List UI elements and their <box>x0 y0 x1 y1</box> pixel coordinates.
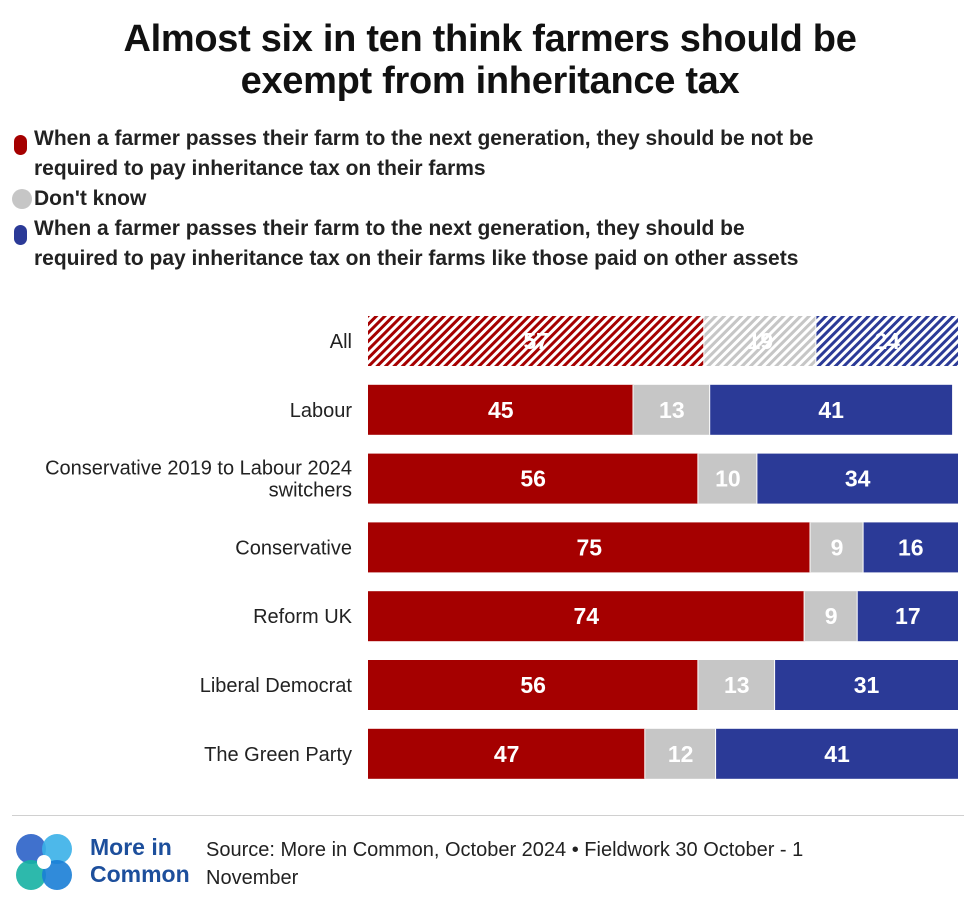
legend-swatch-grey <box>12 189 32 209</box>
bar-segment <box>716 728 958 779</box>
logo-circle-4 <box>42 860 72 890</box>
bar-segment <box>863 522 958 573</box>
category-label: Labour <box>290 400 353 422</box>
legend-item-not-required: When a farmer passes their farm to the n… <box>12 124 962 184</box>
bar-segment <box>857 591 958 642</box>
chart-title: Almost six in ten think farmers should b… <box>0 18 980 102</box>
data-label: 56 <box>520 466 546 492</box>
bar-segment <box>368 591 805 642</box>
bar-segment <box>810 522 864 573</box>
legend-swatch-red <box>14 135 27 155</box>
data-label: 10 <box>715 466 741 492</box>
data-label: 17 <box>895 603 921 629</box>
legend: When a farmer passes their farm to the n… <box>12 124 962 274</box>
data-label: 31 <box>854 672 880 698</box>
brand-line-2: Common <box>90 861 190 887</box>
bar-segment <box>816 316 958 366</box>
logo-circle-2 <box>42 834 72 864</box>
bar-segment <box>633 384 711 435</box>
legend-label-line-2: required to pay inheritance tax on their… <box>34 247 799 270</box>
bar-segment <box>368 453 699 504</box>
logo-circle-3 <box>16 860 46 890</box>
data-label: 19 <box>748 328 774 354</box>
data-label: 74 <box>574 603 600 629</box>
logo-center <box>37 855 51 869</box>
brand-line-1: More in <box>90 834 172 860</box>
data-label: 13 <box>724 672 750 698</box>
more-in-common-logo <box>16 834 72 890</box>
data-label: 13 <box>659 397 685 423</box>
bar-segment <box>804 591 858 642</box>
bar-segment <box>368 522 811 573</box>
data-label: 56 <box>520 672 546 698</box>
data-label: 24 <box>874 328 900 354</box>
category-label: The Green Party <box>204 744 352 766</box>
legend-label-line-1: When a farmer passes their farm to the n… <box>34 217 745 240</box>
source-line-2: November <box>206 867 299 889</box>
title-line-2: exempt from inheritance tax <box>240 60 740 102</box>
bar-segment <box>368 316 705 366</box>
category-label-line: switchers <box>269 480 352 502</box>
data-label: 16 <box>898 534 924 560</box>
bar-segment <box>368 660 699 710</box>
bar-segment <box>775 660 958 710</box>
category-label: All <box>330 331 352 353</box>
source-note: Source: More in Common, October 2024 • F… <box>206 836 906 892</box>
category-label-line: Conservative 2019 to Labour 2024 <box>45 458 352 480</box>
legend-label-line-2: required to pay inheritance tax on their… <box>34 157 486 180</box>
footer-divider <box>12 815 964 816</box>
legend-item-dont-know: Don't know <box>12 184 962 214</box>
data-label: 34 <box>845 466 871 492</box>
legend-item-required: When a farmer passes their farm to the n… <box>12 214 962 274</box>
legend-label-line-1: When a farmer passes their farm to the n… <box>34 127 814 150</box>
bar-segment <box>698 660 776 710</box>
data-label: 41 <box>824 741 850 767</box>
bar-segment <box>698 453 758 504</box>
bar-segment <box>368 384 634 435</box>
bar-segment <box>710 384 953 435</box>
stacked-bar-chart: All 57 19 24 Labour 45 13 41 Conservative 2019 t… <box>45 316 958 779</box>
data-label: 45 <box>488 397 514 423</box>
category-label: Liberal Democrat <box>200 675 353 697</box>
bar-segment <box>368 728 646 779</box>
data-label: 47 <box>494 741 520 767</box>
data-label: 12 <box>668 741 694 767</box>
data-label: 9 <box>825 603 838 629</box>
bar-segment <box>704 316 817 366</box>
bar-segment <box>757 453 958 504</box>
category-label: Reform UK <box>253 606 353 628</box>
category-label: Conservative <box>235 537 352 559</box>
legend-swatch-blue <box>14 225 27 245</box>
source-line-1: Source: More in Common, October 2024 • F… <box>206 839 804 861</box>
data-label: 9 <box>831 534 844 560</box>
title-line-1: Almost six in ten think farmers should b… <box>123 18 857 60</box>
data-label: 75 <box>576 534 602 560</box>
legend-label: Don't know <box>34 187 147 210</box>
data-label: 41 <box>818 397 844 423</box>
brand-name: More in Common <box>90 834 190 888</box>
category-label: Conservative 2019 to Labour 2024 switcher… <box>45 458 352 502</box>
bar-segment <box>645 728 717 779</box>
logo-circle-1 <box>16 834 46 864</box>
bar-group: All 57 19 24 Labour 45 13 41 Conservative 2019 t… <box>45 316 958 779</box>
data-label: 57 <box>523 328 549 354</box>
